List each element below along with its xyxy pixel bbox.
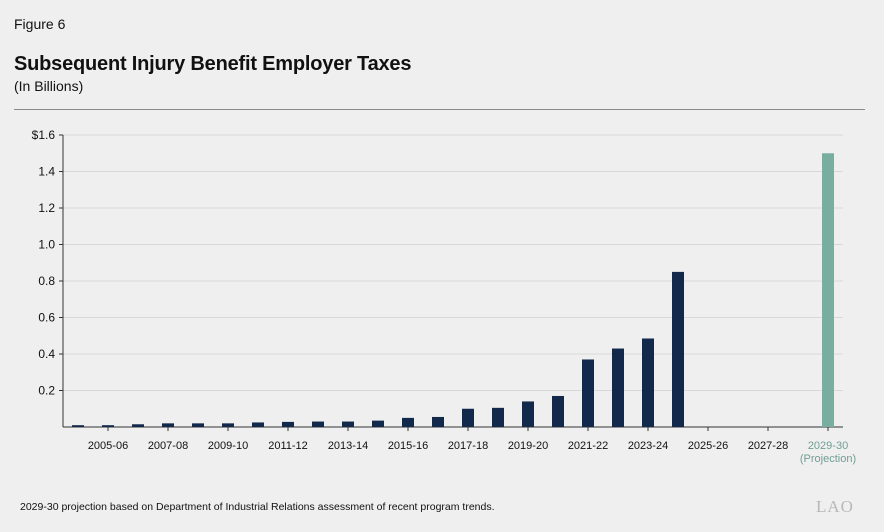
- bar: [522, 401, 534, 427]
- bar: [252, 422, 264, 427]
- y-tick-label: 0.6: [38, 311, 55, 325]
- bar-chart: 0.2 0.4 0.6 0.8 1.0 1.2 1.4 $1.6 2005-06 2007-08 2…: [32, 128, 856, 465]
- bar: [132, 424, 144, 427]
- x-tick-sublabel: (Projection): [800, 453, 856, 465]
- bar: [342, 421, 354, 427]
- chart-title: Subsequent Injury Benefit Employer Taxes: [14, 53, 412, 75]
- bar: [372, 420, 384, 427]
- bar: [432, 416, 444, 427]
- x-tick-label: 2023-24: [628, 440, 668, 452]
- x-tick-label: 2021-22: [568, 440, 608, 452]
- bar: [192, 423, 204, 427]
- x-tick-label: 2029-30: [808, 440, 848, 452]
- bar: [492, 407, 504, 427]
- bar: [582, 359, 594, 427]
- x-tick-label: 2013-14: [328, 440, 368, 452]
- y-tick-label: 1.0: [38, 238, 55, 252]
- bar: [72, 425, 84, 427]
- y-tick-label: 0.4: [38, 347, 55, 361]
- y-tick-label: 0.8: [38, 274, 55, 288]
- bar: [162, 423, 174, 427]
- bar: [672, 271, 684, 427]
- x-tick-label: 2017-18: [448, 440, 488, 452]
- x-tick-label: 2025-26: [688, 440, 728, 452]
- x-tick-label: 2009-10: [208, 440, 248, 452]
- bar: [282, 421, 294, 427]
- x-tick-label: 2007-08: [148, 440, 188, 452]
- figure-label: Figure 6: [14, 16, 66, 32]
- x-tick-label: 2015-16: [388, 440, 428, 452]
- x-tick-label: 2027-28: [748, 440, 788, 452]
- bar: [222, 423, 234, 427]
- bar: [462, 408, 474, 427]
- y-tick-label: 0.2: [38, 384, 55, 398]
- bar: [612, 348, 624, 427]
- footnote: 2029-30 projection based on Department o…: [20, 501, 495, 513]
- lao-logo: LAO: [816, 497, 854, 516]
- title-divider: [14, 109, 865, 110]
- bar: [402, 417, 414, 427]
- chart-subtitle: (In Billions): [14, 78, 84, 94]
- bar: [102, 425, 114, 427]
- y-tick-label: 1.4: [38, 165, 55, 179]
- x-tick-label: 2011-12: [268, 440, 308, 452]
- bar: [642, 338, 654, 427]
- bar-projection: [822, 153, 834, 427]
- bar: [312, 421, 324, 427]
- x-tick-label: 2019-20: [508, 440, 548, 452]
- y-tick-label: 1.2: [38, 201, 55, 215]
- bar: [552, 395, 564, 427]
- y-tick-label: $1.6: [32, 128, 56, 142]
- x-tick-label: 2005-06: [88, 440, 128, 452]
